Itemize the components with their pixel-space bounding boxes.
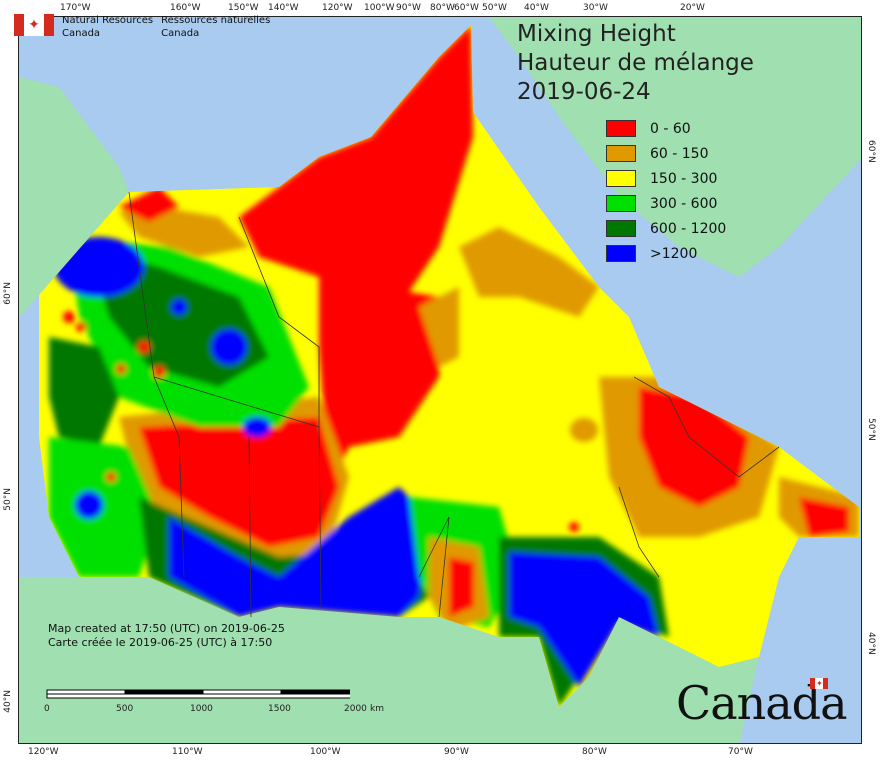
map-canvas [18, 16, 862, 744]
map-svg [19, 17, 861, 743]
created-en: Map created at 17:50 (UTC) on 2019-06-25 [48, 622, 285, 635]
greenland-land [489, 17, 861, 277]
tick-right-label: 40°N [866, 632, 876, 655]
legend-label: 300 - 600 [650, 195, 718, 212]
tick-top-label: 90°W [396, 3, 421, 13]
tick-bottom-label: 80°W [582, 747, 607, 757]
alaska-land [19, 77, 129, 317]
tick-bottom-label: 100°W [310, 747, 341, 757]
legend-row: 60 - 150 [606, 141, 726, 166]
legend-row: 0 - 60 [606, 116, 726, 141]
tick-top-label: 100°W [364, 3, 395, 13]
legend-row: 600 - 1200 [606, 216, 726, 241]
tick-left-label: 50°N [3, 488, 13, 511]
tick-top-label: 120°W [322, 3, 353, 13]
canada-flag-icon: ✦ [810, 678, 828, 689]
map-legend: 0 - 60 60 - 150 150 - 300 300 - 600 600 … [606, 116, 726, 266]
tick-bottom-label: 110°W [172, 747, 203, 757]
legend-swatch [606, 195, 636, 212]
tick-top-label: 40°W [524, 3, 549, 13]
legend-row: >1200 [606, 241, 726, 266]
tick-top-label: 170°W [60, 3, 91, 13]
legend-swatch [606, 245, 636, 262]
legend-label: 150 - 300 [650, 170, 718, 187]
scale-label: 1500 [268, 704, 291, 714]
title-en: Mixing Height [517, 21, 676, 47]
scale-label: 500 [116, 704, 134, 714]
tick-right-label: 50°N [866, 418, 876, 441]
legend-label: 0 - 60 [650, 120, 691, 137]
agency-name-en-1: Natural Resources [62, 15, 154, 26]
legend-swatch [606, 220, 636, 237]
tick-top-label: 150°W [228, 3, 259, 13]
tick-top-label: 140°W [268, 3, 299, 13]
canada-flag-icon: ✦ [14, 14, 54, 36]
canada-wordmark: Canada ✦ [676, 676, 848, 730]
agency-signature: ✦ Natural Resources Canada Ressources na… [14, 14, 270, 40]
legend-row: 300 - 600 [606, 191, 726, 216]
tick-top-label: 20°W [680, 3, 705, 13]
legend-swatch [606, 145, 636, 162]
legend-label: 600 - 1200 [650, 220, 727, 237]
legend-label: 60 - 150 [650, 145, 709, 162]
scale-label: 1000 [190, 704, 213, 714]
tick-left-label: 40°N [3, 690, 13, 713]
tick-bottom-label: 90°W [444, 747, 469, 757]
creation-note: Map created at 17:50 (UTC) on 2019-06-25… [48, 622, 285, 650]
tick-bottom-label: 120°W [28, 747, 59, 757]
tick-left-label: 60°N [3, 282, 13, 305]
tick-right-label: 60°N [866, 140, 876, 163]
tick-bottom-label: 70°W [728, 747, 753, 757]
tick-top-label: 60°W [454, 3, 479, 13]
tick-top-label: 80°W [430, 3, 455, 13]
legend-label: >1200 [650, 245, 698, 262]
created-fr: Carte créée le 2019-06-25 (UTC) à 17:50 [48, 636, 273, 649]
agency-name-fr-2: Canada [161, 28, 200, 39]
scale-unit: km [370, 704, 384, 714]
provincial-boundaries [128, 191, 780, 618]
title-date: 2019-06-24 [517, 79, 651, 105]
agency-name-fr-1: Ressources naturelles [161, 15, 271, 26]
tick-top-label: 30°W [583, 3, 608, 13]
scale-label: 0 [44, 704, 50, 714]
legend-swatch [606, 170, 636, 187]
legend-swatch [606, 120, 636, 137]
map-title: Mixing Height Hauteur de mélange 2019-06… [517, 20, 754, 107]
agency-name-en-2: Canada [62, 28, 101, 39]
scale-bar: 0 500 1000 1500 2000 km [30, 688, 384, 716]
title-fr: Hauteur de mélange [517, 50, 754, 76]
tick-top-label: 160°W [170, 3, 201, 13]
tick-top-label: 50°W [482, 3, 507, 13]
legend-row: 150 - 300 [606, 166, 726, 191]
scale-label: 2000 [344, 704, 367, 714]
usa-land [19, 577, 759, 743]
